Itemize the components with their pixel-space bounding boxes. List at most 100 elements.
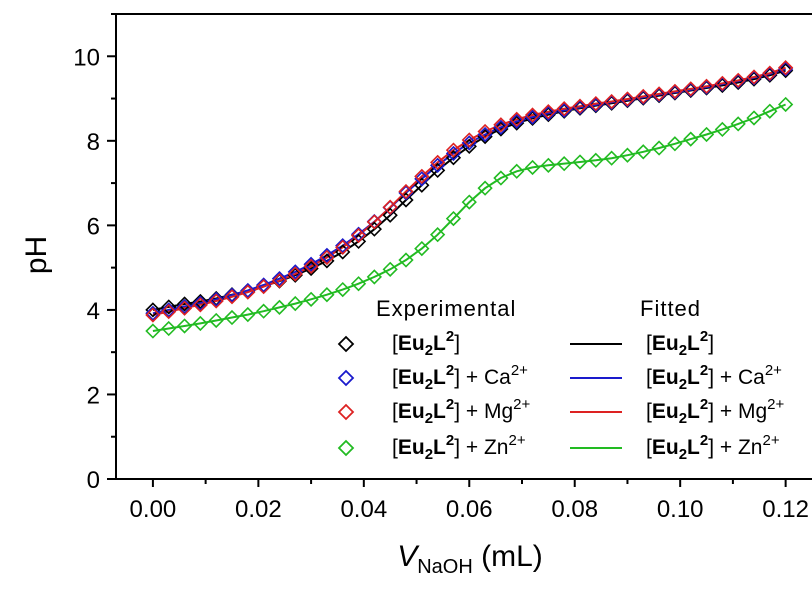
data-point-series-3 [619,91,636,107]
data-point-series-1 [414,177,430,193]
data-point-series-4 [208,312,224,329]
data-point-series-2 [778,61,794,77]
data-point-series-4 [651,140,667,156]
data-point-series-3 [714,75,730,91]
data-point-series-4 [271,299,288,316]
legend-label-fitted-2: [Eu2L2] + Ca2+ [646,362,782,393]
data-point-series-3 [778,60,794,76]
data-point-series-1 [746,71,762,87]
data-point-series-1 [762,67,778,83]
data-point-series-3 [477,123,493,140]
legend-label-fitted-3: [Eu2L2] + Mg2+ [646,396,785,427]
data-point-series-3 [398,183,414,200]
legend-label-experimental-1: [Eu2L2] [392,328,460,359]
data-point-series-3 [556,101,572,117]
data-point-series-2 [556,102,572,119]
data-point-series-2 [540,105,556,121]
data-point-series-4 [398,252,414,268]
x-axis-title-unit: (mL) [473,540,543,573]
legend-marker-4 [337,439,355,457]
x-tick-label: 0.04 [340,496,387,523]
data-point-series-2 [493,119,509,135]
x-tick-label: 0.10 [657,496,704,523]
fitted-line-series-1 [152,69,786,311]
data-point-series-4 [240,306,256,323]
data-point-series-3 [524,107,541,123]
data-point-series-4 [350,276,367,292]
data-point-series-3 [635,88,651,105]
x-tick-label: 0.06 [446,496,493,523]
data-point-series-4 [698,126,715,143]
data-point-series-4 [366,269,382,285]
data-point-series-4 [145,323,161,339]
data-point-series-4 [445,210,462,227]
x-axis-title-var: V [397,540,420,573]
data-point-series-4 [619,147,636,163]
legend-marker-3 [337,403,355,421]
data-point-series-3 [382,199,398,215]
legend: Experimental Fitted [Eu2L2] [Eu2L2][Eu2L2… [337,296,785,463]
x-axis-ticks: 0.00 0.02 0.04 0.06 0.08 0.10 0.12 [130,479,809,523]
data-point-series-3 [604,93,620,110]
y-tick-label: 6 [87,213,100,240]
data-point-series-4 [588,152,604,168]
data-point-series-4 [224,309,240,326]
data-point-series-4 [430,227,446,243]
data-point-series-3 [303,258,319,274]
x-tick-label: 0.08 [551,496,598,523]
data-point-series-1 [350,233,367,250]
data-point-series-2 [461,135,477,151]
data-point-series-4 [730,116,746,132]
data-point-series-3 [208,293,224,309]
plot-frame [115,13,812,480]
data-point-series-2 [303,256,319,272]
legend-label-experimental-2: [Eu2L2] + Ca2+ [392,362,528,393]
data-point-series-3 [240,284,256,300]
x-axis-title: VNaOH (mL) [397,540,543,578]
data-point-series-3 [540,104,556,120]
data-point-series-2 [319,247,335,264]
y-tick-label: 2 [87,382,100,409]
y-tick-label: 8 [87,129,100,156]
data-point-series-3 [588,95,604,112]
data-point-series-2 [256,277,272,293]
data-point-series-4 [256,303,272,319]
data-point-series-4 [762,103,778,119]
data-point-series-4 [414,240,430,257]
data-point-series-3 [762,65,778,81]
data-point-series-3 [509,111,525,127]
y-tick-label: 10 [73,44,100,71]
data-point-series-4 [335,281,351,298]
data-point-series-4 [382,261,398,277]
data-point-series-1 [366,221,382,237]
data-point-series-1 [161,299,177,315]
x-tick-label: 0.02 [235,496,282,523]
data-point-series-1 [730,74,746,91]
legend-label-experimental-3: [Eu2L2] + Mg2+ [392,396,531,427]
data-point-series-2 [176,298,193,315]
data-point-series-4 [319,287,335,303]
data-point-series-2 [572,99,588,116]
data-point-series-3 [461,132,477,148]
data-point-series-1 [714,77,730,94]
legend-label-fitted-1: [Eu2L2] [646,328,714,359]
data-point-series-2 [430,157,446,173]
data-point-series-2 [350,226,367,242]
data-point-series-2 [509,113,525,130]
data-point-series-4 [778,96,794,113]
data-point-series-3 [430,154,446,171]
data-point-series-3 [683,81,699,97]
data-point-series-4 [461,194,477,210]
legend-label-experimental-4: [Eu2L2] + Zn2+ [392,432,526,463]
data-point-series-2 [414,171,430,187]
data-point-series-1 [398,192,414,208]
data-point-series-2 [287,264,303,280]
data-point-series-2 [145,305,161,321]
data-point-series-4 [192,315,208,332]
data-point-series-4 [287,295,303,312]
data-point-series-3 [414,168,430,184]
data-point-series-1 [540,106,556,123]
data-point-series-3 [161,303,177,320]
data-point-series-2 [161,302,177,318]
data-point-series-2 [271,270,288,287]
